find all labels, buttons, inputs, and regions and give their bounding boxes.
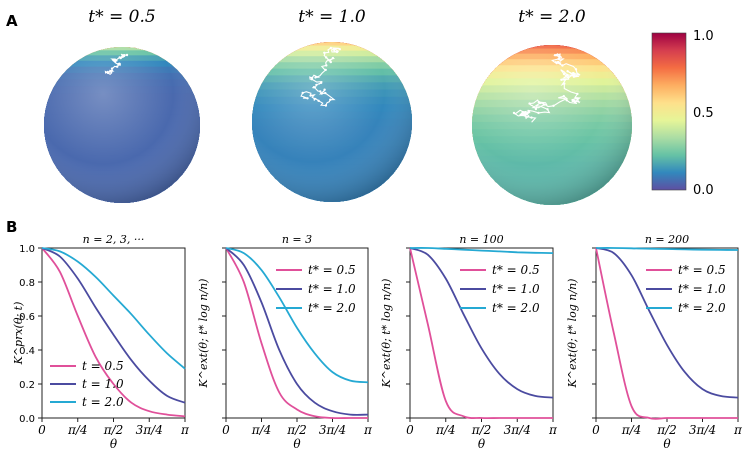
panel-label-b: B (6, 218, 17, 236)
line-chart-3: n = 100 0 π/4 π/2 3π/4 π θ K^ext(θ; t* log n/n)… (380, 233, 558, 451)
y-axis-label: K^ext(θ; t* log n/n) (197, 279, 210, 389)
x-tick-label: 0 (222, 423, 230, 437)
legend-label: t* = 1.0 (308, 282, 356, 296)
x-tick-label: π (180, 423, 190, 437)
legend-label: t* = 0.5 (308, 263, 356, 277)
random-walk-path (300, 47, 341, 107)
x-tick-label: π/2 (471, 423, 492, 437)
series-line-3 (409, 247, 554, 254)
legend-label: t* = 1.0 (492, 282, 540, 296)
y-axis-label: K^ext(θ; t* log n/n) (380, 279, 393, 389)
legend-label: t = 0.5 (82, 359, 124, 373)
sphere-3: t* = 2.0 (472, 7, 632, 205)
series-line-2 (225, 247, 369, 416)
chart-title: n = 2, 3, ··· (83, 233, 145, 246)
sphere-title: t* = 2.0 (518, 7, 586, 27)
y-tick-label: 0.2 (19, 380, 35, 391)
chart-title: n = 100 (459, 233, 503, 246)
sphere-2: t* = 1.0 (252, 7, 412, 202)
line-charts: n = 2, 3, ··· 0 π/4 π/2 3π/4 π θ 0.0 0.2 0.4 0.6 0.… (12, 233, 743, 451)
sphere-row: t* = 0.5 t* = 1.0 t* = 2.0 (44, 7, 632, 205)
x-tick-label: 3π/4 (689, 423, 716, 437)
colorbar-tick-mid: 0.5 (693, 106, 714, 121)
colorbar: 1.0 0.5 0.0 (651, 29, 714, 198)
legend-label: t* = 2.0 (308, 301, 356, 315)
x-tick-label: π/2 (656, 423, 677, 437)
random-walk-path (513, 52, 581, 123)
x-tick-label: 3π/4 (319, 423, 346, 437)
colorbar-gradient (651, 32, 687, 191)
x-axis-label: θ (663, 437, 671, 451)
series-line-1 (41, 247, 186, 418)
y-tick-label: 0.8 (19, 278, 35, 289)
chart-title: n = 3 (282, 233, 312, 246)
x-tick-label: π/4 (67, 423, 88, 437)
series-line-3 (41, 247, 186, 370)
y-axis-label: K^prx(θ; t) (12, 302, 25, 366)
x-axis-label: θ (110, 437, 118, 451)
legend-label: t* = 2.0 (492, 301, 540, 315)
series-line-2 (595, 247, 739, 399)
x-tick-label: 0 (406, 423, 414, 437)
series-line-3 (595, 247, 739, 251)
series-line-1 (225, 247, 368, 420)
x-tick-label: π (733, 423, 743, 437)
series-line-1 (409, 247, 553, 420)
legend-label: t* = 0.5 (678, 263, 726, 277)
panel-label-a: A (6, 12, 18, 30)
y-tick-label: 1.0 (19, 244, 35, 255)
colorbar-tick-top: 1.0 (693, 29, 714, 44)
y-tick-label: 0.0 (19, 414, 35, 425)
sphere-title: t* = 0.5 (88, 7, 155, 27)
chart-title: n = 200 (645, 233, 689, 246)
series-line-2 (409, 247, 554, 399)
sphere-title: t* = 1.0 (298, 7, 366, 27)
y-tick-label: 0.6 (19, 312, 35, 323)
series-line-1 (595, 247, 738, 420)
legend-label: t* = 0.5 (492, 263, 540, 277)
series-line-2 (41, 247, 186, 404)
legend-label: t* = 1.0 (678, 282, 726, 296)
x-tick-label: 0 (592, 423, 600, 437)
x-tick-label: 3π/4 (504, 423, 531, 437)
colorbar-tick-bottom: 0.0 (693, 183, 714, 198)
y-axis-label: K^ext(θ; t* log n/n) (566, 279, 579, 389)
x-axis-label: θ (478, 437, 486, 451)
x-tick-label: π (363, 423, 373, 437)
legend-label: t = 2.0 (82, 395, 124, 409)
series-line-3 (225, 247, 369, 384)
x-tick-label: π (548, 423, 558, 437)
legend-label: t* = 2.0 (678, 301, 726, 315)
x-tick-label: π/4 (621, 423, 642, 437)
line-chart-2: n = 3 0 π/4 π/2 3π/4 π θ K^ext(θ; t* log n/n) t*… (197, 233, 373, 451)
sphere-1: t* = 0.5 (44, 7, 200, 203)
x-tick-label: 3π/4 (136, 423, 163, 437)
x-tick-label: π/4 (435, 423, 456, 437)
x-axis-label: θ (293, 437, 301, 451)
legend-label: t = 1.0 (82, 377, 124, 391)
x-tick-label: π/4 (251, 423, 272, 437)
line-chart-4: n = 200 0 π/4 π/2 3π/4 π θ K^ext(θ; t* log n/n)… (566, 233, 743, 451)
x-tick-label: π/2 (286, 423, 307, 437)
line-chart-1: n = 2, 3, ··· 0 π/4 π/2 3π/4 π θ 0.0 0.2 0.4 0.6 0.… (12, 233, 190, 451)
x-tick-label: 0 (38, 423, 46, 437)
y-tick-label: 0.4 (19, 346, 35, 357)
x-tick-label: π/2 (103, 423, 124, 437)
